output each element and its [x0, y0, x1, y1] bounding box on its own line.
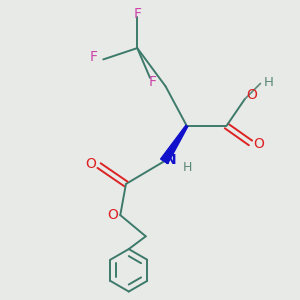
Text: F: F: [89, 50, 98, 64]
Polygon shape: [160, 125, 188, 164]
Text: H: H: [263, 76, 273, 88]
Text: O: O: [253, 137, 264, 151]
Text: O: O: [107, 208, 118, 222]
Text: H: H: [183, 161, 192, 174]
Text: O: O: [85, 157, 96, 171]
Text: N: N: [165, 153, 176, 167]
Text: F: F: [133, 7, 141, 21]
Text: O: O: [247, 88, 257, 102]
Text: F: F: [149, 75, 157, 89]
